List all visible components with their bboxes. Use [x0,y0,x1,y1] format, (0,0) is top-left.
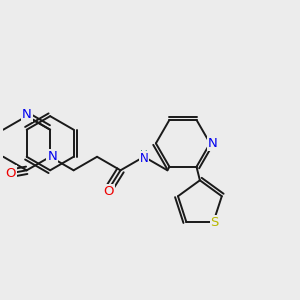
Text: N: N [208,137,218,150]
Text: H: H [140,150,148,160]
Text: N: N [22,108,32,121]
Text: N: N [47,150,57,163]
Text: S: S [211,216,219,229]
Text: O: O [103,185,114,198]
Text: O: O [5,167,16,179]
Text: N: N [140,152,148,165]
